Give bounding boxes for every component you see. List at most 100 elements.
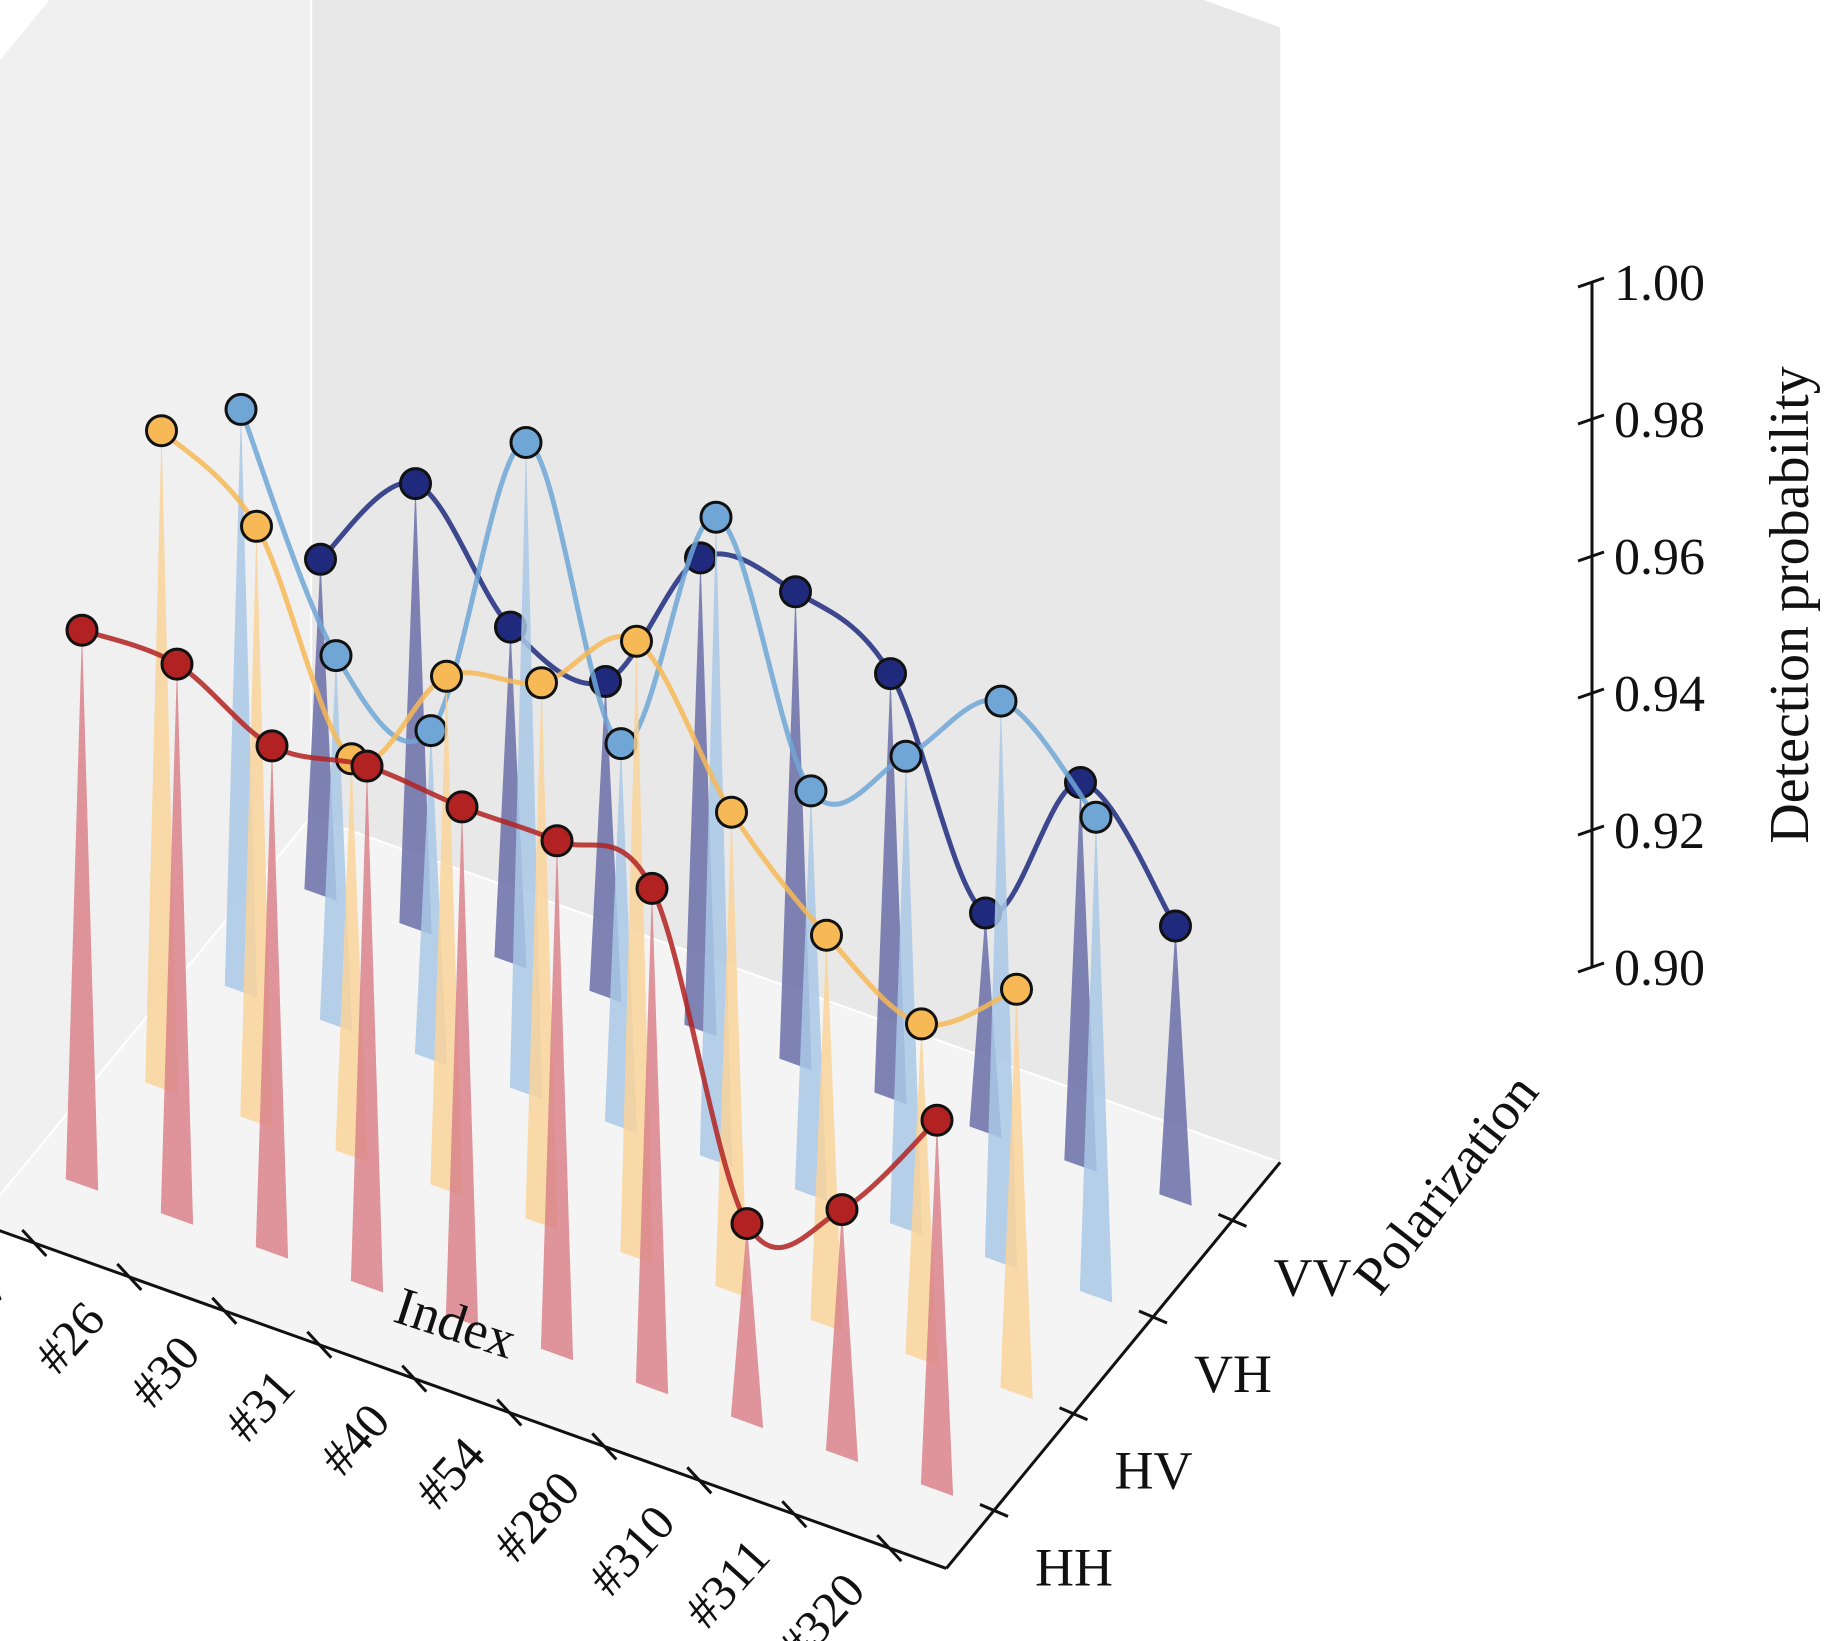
x-tick-label: #30 xyxy=(119,1325,211,1418)
data-point xyxy=(160,647,194,681)
data-point xyxy=(920,1103,954,1137)
z-tick-label: 0.94 xyxy=(1614,666,1705,723)
stem xyxy=(715,812,748,1298)
data-point xyxy=(779,575,812,609)
stem xyxy=(794,790,828,1201)
stem xyxy=(779,591,812,1071)
data-point xyxy=(319,639,353,673)
data-point xyxy=(715,795,748,829)
data-point xyxy=(794,774,828,808)
z-tick xyxy=(1577,961,1605,974)
data-point xyxy=(1079,800,1113,834)
data-point xyxy=(889,739,923,773)
data-point xyxy=(525,666,558,700)
x-tick xyxy=(591,1432,618,1461)
stem xyxy=(319,655,353,1032)
data-point xyxy=(825,1193,859,1227)
y-tick xyxy=(1217,1212,1248,1228)
x-tick xyxy=(496,1398,523,1427)
stem xyxy=(635,888,669,1395)
data-point xyxy=(509,426,543,459)
y-tick-label: HV xyxy=(1115,1441,1193,1501)
x-tick-label: #31 xyxy=(214,1359,306,1452)
series-line xyxy=(318,479,1178,929)
data-point xyxy=(65,613,99,647)
data-point xyxy=(240,509,273,543)
data-point xyxy=(730,1207,764,1241)
data-point xyxy=(414,714,448,748)
stem xyxy=(825,1209,859,1462)
x-tick xyxy=(686,1466,713,1495)
data-point xyxy=(984,684,1018,718)
y-tick xyxy=(1058,1406,1089,1422)
data-point xyxy=(604,727,638,761)
data-point xyxy=(304,542,337,576)
stem xyxy=(1159,926,1192,1206)
chart-series xyxy=(65,392,1192,1496)
z-tick xyxy=(1577,824,1605,837)
y-axis-line xyxy=(945,1161,1282,1570)
stem xyxy=(445,806,479,1327)
data-point xyxy=(620,624,653,658)
y-tick-label: VV xyxy=(1274,1247,1352,1307)
data-point xyxy=(430,659,463,693)
data-point xyxy=(445,790,479,824)
z-tick xyxy=(1577,413,1605,426)
z-tick-label: 0.98 xyxy=(1614,392,1705,449)
y-tick-label: VH xyxy=(1194,1344,1272,1404)
y-tick xyxy=(979,1503,1009,1518)
x-tick xyxy=(21,1229,48,1258)
stem xyxy=(350,766,384,1293)
stem xyxy=(65,630,99,1191)
stem xyxy=(699,517,733,1167)
z-tick-label: 0.92 xyxy=(1614,803,1705,860)
z-tick-label: 1.00 xyxy=(1614,255,1705,312)
data-point xyxy=(540,824,574,858)
y-tick xyxy=(1138,1309,1168,1325)
z-tick xyxy=(1577,687,1605,700)
data-point xyxy=(635,871,669,905)
x-axis-line xyxy=(0,1229,947,1570)
x-tick-label: #320 xyxy=(767,1562,876,1641)
x-tick-label: #280 xyxy=(482,1460,591,1572)
stem xyxy=(730,1223,764,1429)
x-tick-label: #311 xyxy=(673,1528,780,1638)
stem xyxy=(1000,989,1033,1400)
data-point xyxy=(145,414,178,448)
x-tick-label: #310 xyxy=(577,1494,686,1606)
data-point xyxy=(1000,972,1033,1006)
z-tick-label: 0.96 xyxy=(1614,529,1705,586)
data-point xyxy=(494,610,527,644)
x-tick-label: #26 xyxy=(24,1291,116,1384)
data-point xyxy=(905,1007,938,1041)
data-point xyxy=(255,729,289,763)
data-point xyxy=(350,749,384,783)
data-point xyxy=(224,392,258,426)
stem xyxy=(905,1023,938,1366)
x-tick xyxy=(876,1534,903,1563)
y-tick-label: HH xyxy=(1035,1537,1113,1597)
x-tick-label: #17 xyxy=(0,1257,20,1350)
x-tick xyxy=(401,1364,428,1393)
y-axis-title: Polarization xyxy=(1342,1063,1550,1306)
x-tick-label: #40 xyxy=(309,1393,401,1486)
stem xyxy=(1079,817,1113,1303)
x-tick xyxy=(116,1262,143,1291)
data-point xyxy=(699,500,733,534)
stem xyxy=(889,756,923,1235)
stem xyxy=(160,664,194,1225)
z-tick xyxy=(1577,550,1605,563)
series-hh xyxy=(65,613,954,1496)
stem xyxy=(920,1120,954,1496)
x-tick xyxy=(211,1296,238,1325)
stem xyxy=(620,641,653,1264)
z-tick-label: 0.90 xyxy=(1614,940,1705,997)
stem xyxy=(255,745,289,1259)
stem xyxy=(304,559,337,901)
stem xyxy=(810,935,843,1332)
x-tick-label: #54 xyxy=(404,1426,496,1519)
series-line xyxy=(159,428,1019,1028)
data-point xyxy=(874,657,907,691)
